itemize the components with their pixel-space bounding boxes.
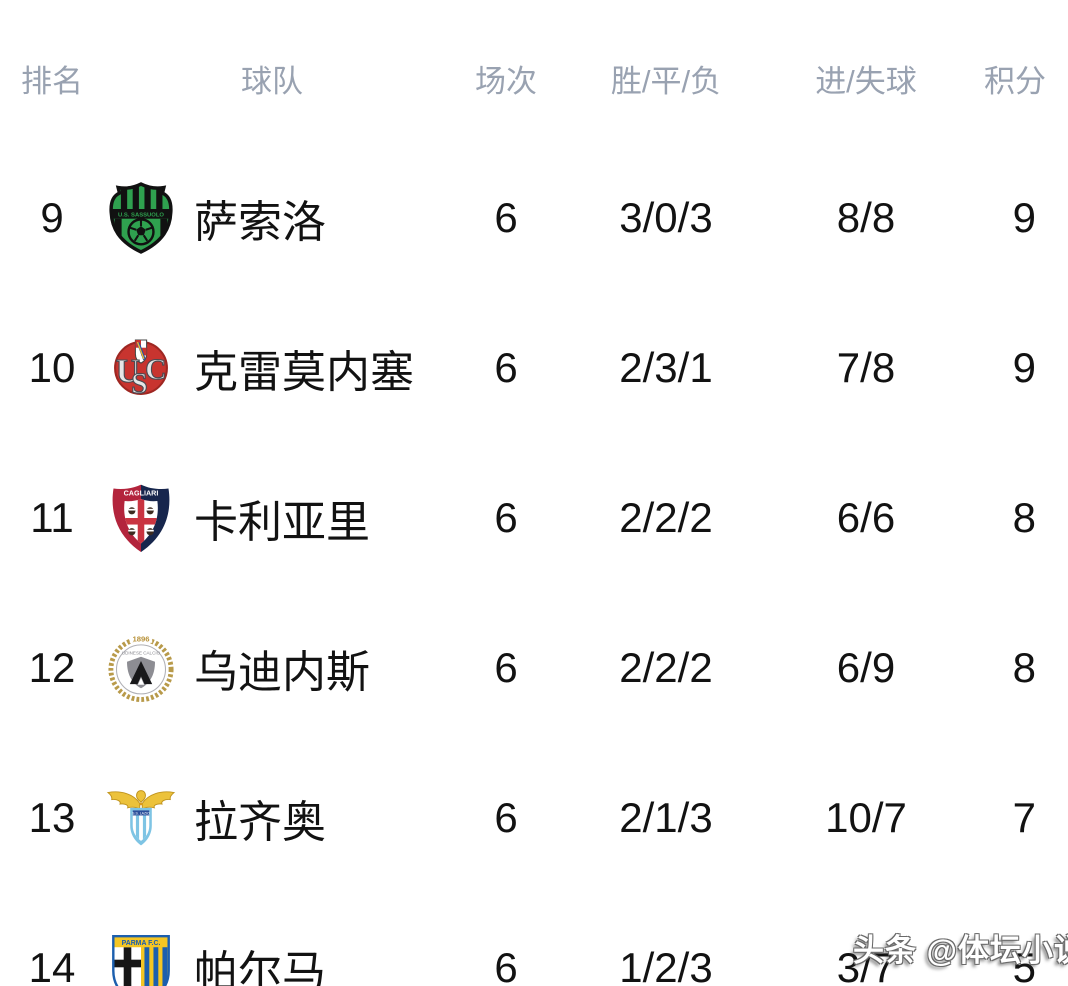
team-name: 帕尔马 [194, 948, 326, 986]
points-cell: 9 [1012, 344, 1036, 391]
wdl-cell: 2/2/2 [619, 494, 713, 541]
team-cell: PARMA F.C. 帕尔马 [104, 932, 440, 986]
svg-text:UDINESE CALCIO: UDINESE CALCIO [122, 651, 161, 656]
udinese-badge-icon: 1896 UDINESE CALCIO [106, 632, 176, 704]
rank-cell: 12 [28, 644, 76, 691]
points-cell: 7 [1012, 794, 1036, 841]
svg-text:U.S. SASSUOLO: U.S. SASSUOLO [118, 213, 164, 219]
parma-badge-icon: PARMA F.C. [106, 932, 176, 986]
table-row[interactable]: 12 1896 UDINESE CALCIO 乌迪内斯 6 [0, 593, 1068, 743]
rank-cell: 11 [30, 494, 74, 541]
rank-cell: 13 [28, 794, 76, 841]
sassuolo-badge-icon: U.S. SASSUOLO [106, 182, 176, 254]
cagliari-badge-icon: CAGLIARI [106, 482, 176, 554]
svg-text:C: C [145, 354, 166, 386]
svg-text:CAGLIARI: CAGLIARI [124, 489, 159, 498]
wdl-cell: 2/3/1 [619, 344, 713, 391]
lazio-badge-icon: S.S. LAZIO [106, 782, 176, 854]
team-cell: S.S. LAZIO 拉齐奥 [104, 782, 440, 854]
header-team: 球队 [241, 63, 303, 99]
table-row[interactable]: 10 U [0, 293, 1068, 443]
team-cell: 1896 UDINESE CALCIO 乌迪内斯 [104, 632, 440, 704]
points-cell: 8 [1012, 644, 1036, 691]
played-cell: 6 [494, 794, 518, 841]
rank-cell: 9 [40, 194, 64, 241]
played-cell: 6 [494, 344, 518, 391]
header-goals: 进/失球 [815, 63, 917, 99]
table-row[interactable]: 9 U.S. [0, 143, 1068, 293]
svg-text:PARMA F.C.: PARMA F.C. [122, 940, 161, 947]
goals-cell: 7/8 [836, 344, 896, 391]
points-cell: 5 [1012, 944, 1036, 986]
rank-cell: 14 [28, 944, 76, 986]
cremonese-badge-icon: U C S [106, 332, 176, 404]
team-cell: CAGLIARI [104, 482, 440, 554]
table-row[interactable]: 13 [0, 743, 1068, 893]
table-row[interactable]: 14 [0, 893, 1068, 986]
played-cell: 6 [494, 944, 518, 986]
team-name: 乌迪内斯 [194, 648, 370, 697]
rank-cell: 10 [28, 344, 76, 391]
header-wdl: 胜/平/负 [610, 63, 722, 99]
team-cell: U C S 克雷莫内塞 [104, 332, 440, 404]
played-cell: 6 [494, 494, 518, 541]
team-cell: U.S. SASSUOLO 萨索洛 [104, 182, 440, 254]
played-cell: 6 [494, 644, 518, 691]
wdl-cell: 2/2/2 [619, 644, 713, 691]
goals-cell: 8/8 [836, 194, 896, 241]
wdl-cell: 2/1/3 [619, 794, 713, 841]
goals-cell: 6/6 [836, 494, 896, 541]
wdl-cell: 3/0/3 [619, 194, 713, 241]
header-points: 积分 [984, 63, 1046, 99]
header-rank: 排名 [21, 63, 83, 99]
team-name: 拉齐奥 [194, 798, 326, 847]
svg-text:S.S. LAZIO: S.S. LAZIO [132, 812, 150, 816]
team-name: 卡利亚里 [194, 498, 370, 547]
table-header-row: 排名 球队 场次 胜/平/负 进/失球 积分 [0, 55, 1068, 101]
team-name: 克雷莫内塞 [194, 348, 414, 397]
goals-cell: 6/9 [836, 644, 896, 691]
svg-text:1896: 1896 [132, 634, 149, 643]
header-played: 场次 [475, 63, 537, 99]
team-name: 萨索洛 [194, 198, 326, 247]
table-row[interactable]: 11 CAGLIARI [0, 443, 1068, 593]
table-body: 9 U.S. [0, 143, 1068, 986]
wdl-cell: 1/2/3 [619, 944, 713, 986]
played-cell: 6 [494, 194, 518, 241]
points-cell: 8 [1012, 494, 1036, 541]
svg-text:U: U [116, 353, 140, 390]
svg-text:S: S [131, 368, 147, 400]
points-cell: 9 [1012, 194, 1036, 241]
goals-cell: 10/7 [825, 794, 907, 841]
toutiao-watermark: 头条 @体坛小说 [853, 933, 1068, 968]
goals-cell: 3/7 [836, 944, 896, 986]
